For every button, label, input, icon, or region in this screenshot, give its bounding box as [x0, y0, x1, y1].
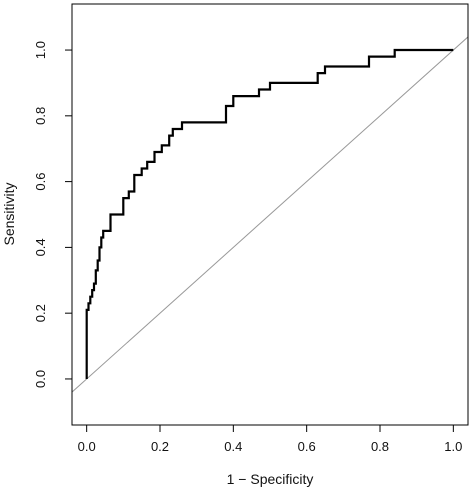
x-tick-label: 0.8	[371, 439, 389, 454]
x-tick-label: 0.2	[151, 439, 169, 454]
x-tick-label: 0.4	[224, 439, 242, 454]
y-tick-label: 0.0	[33, 370, 48, 388]
y-tick-label: 0.6	[33, 173, 48, 191]
x-tick-label: 0.6	[298, 439, 316, 454]
y-tick-label: 0.2	[33, 304, 48, 322]
y-axis-title: Sensitivity	[1, 182, 17, 245]
reference-diagonal-line	[72, 36, 468, 393]
y-tick-label: 1.0	[33, 41, 48, 59]
x-tick-label: 0.0	[78, 439, 96, 454]
roc-curve-line	[85, 48, 454, 379]
y-tick-label: 0.4	[33, 238, 48, 256]
x-axis-title: 1 − Specificity	[227, 471, 314, 487]
x-tick-label: 1.0	[444, 439, 462, 454]
y-tick-label: 0.8	[33, 107, 48, 125]
